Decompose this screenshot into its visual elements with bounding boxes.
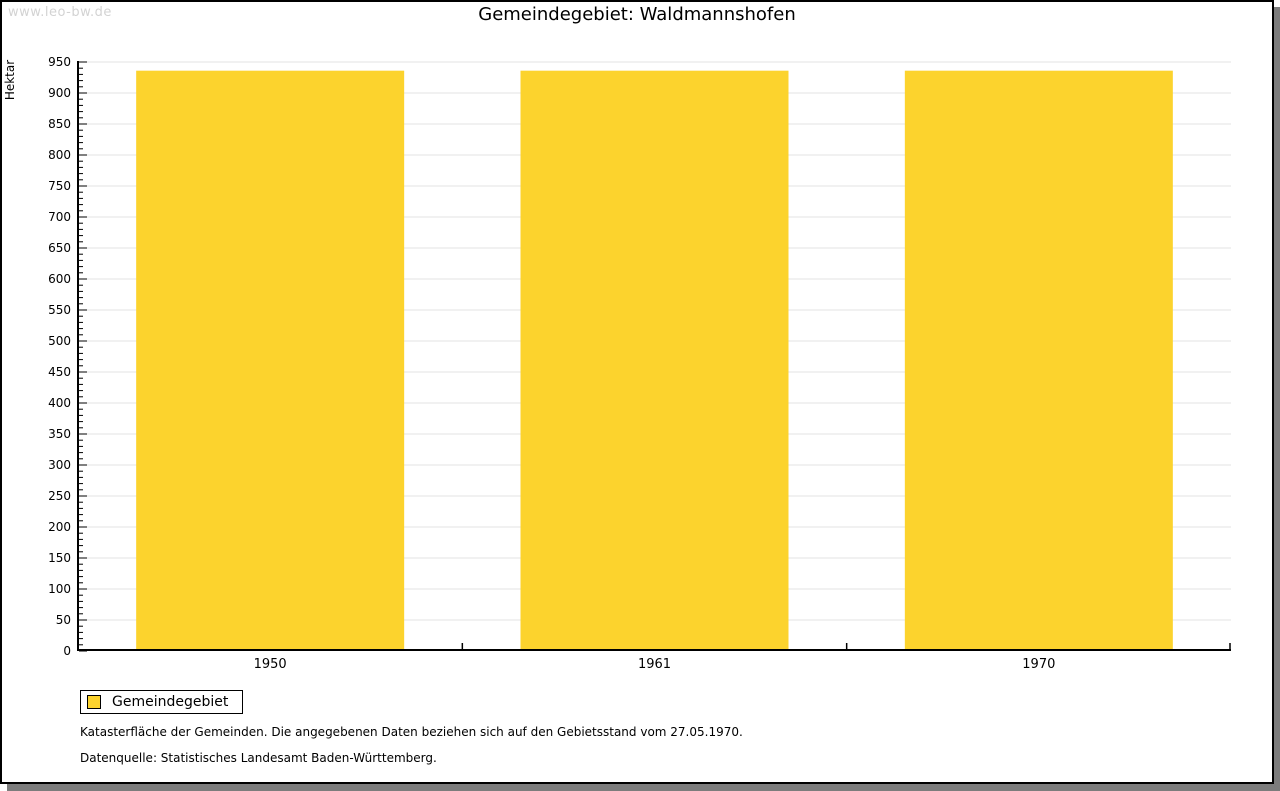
y-tick-label-400: 400 — [48, 396, 71, 410]
y-tick-label-900: 900 — [48, 86, 71, 100]
y-tick-label-700: 700 — [48, 210, 71, 224]
y-tick-label-0: 0 — [63, 644, 71, 658]
x-tick-label-1950: 1950 — [254, 657, 287, 672]
y-tick-label-750: 750 — [48, 179, 71, 193]
y-tick-label-50: 50 — [56, 613, 71, 627]
y-tick-label-650: 650 — [48, 241, 71, 255]
bar-chart: 0 50 100 150 200 250 300 350 400 450 500 550 600 650 7… — [3, 55, 1231, 672]
legend: Gemeindegebiet — [80, 690, 244, 714]
y-tick-label-850: 850 — [48, 117, 71, 131]
y-tick-label-350: 350 — [48, 427, 71, 441]
footnote-data-source: Datenquelle: Statistisches Landesamt Bad… — [80, 751, 437, 765]
watermark-text: www.leo-bw.de — [8, 5, 112, 20]
y-tick-label-200: 200 — [48, 520, 71, 534]
y-tick-label-450: 450 — [48, 365, 71, 379]
x-tick-label-1970: 1970 — [1022, 657, 1055, 672]
y-tick-label-100: 100 — [48, 582, 71, 596]
legend-label: Gemeindegebiet — [112, 694, 229, 710]
footnote-source-note: Katasterfläche der Gemeinden. Die angege… — [80, 725, 743, 739]
legend-swatch-gemeindegebiet — [87, 695, 101, 709]
chart-title: Gemeindegebiet: Waldmannshofen — [478, 4, 796, 25]
y-axis-title: Hektar — [3, 60, 17, 100]
y-tick-label-150: 150 — [48, 551, 71, 565]
y-tick-label-600: 600 — [48, 272, 71, 286]
y-tick-label-800: 800 — [48, 148, 71, 162]
y-tick-label-250: 250 — [48, 489, 71, 503]
y-tick-label-300: 300 — [48, 458, 71, 472]
x-tick-label-1961: 1961 — [638, 657, 671, 672]
bar-1961 — [520, 70, 789, 652]
y-tick-label-550: 550 — [48, 303, 71, 317]
bar-1970 — [904, 70, 1173, 652]
bar-1950 — [136, 70, 405, 652]
y-tick-label-950: 950 — [48, 55, 71, 69]
y-tick-label-500: 500 — [48, 334, 71, 348]
